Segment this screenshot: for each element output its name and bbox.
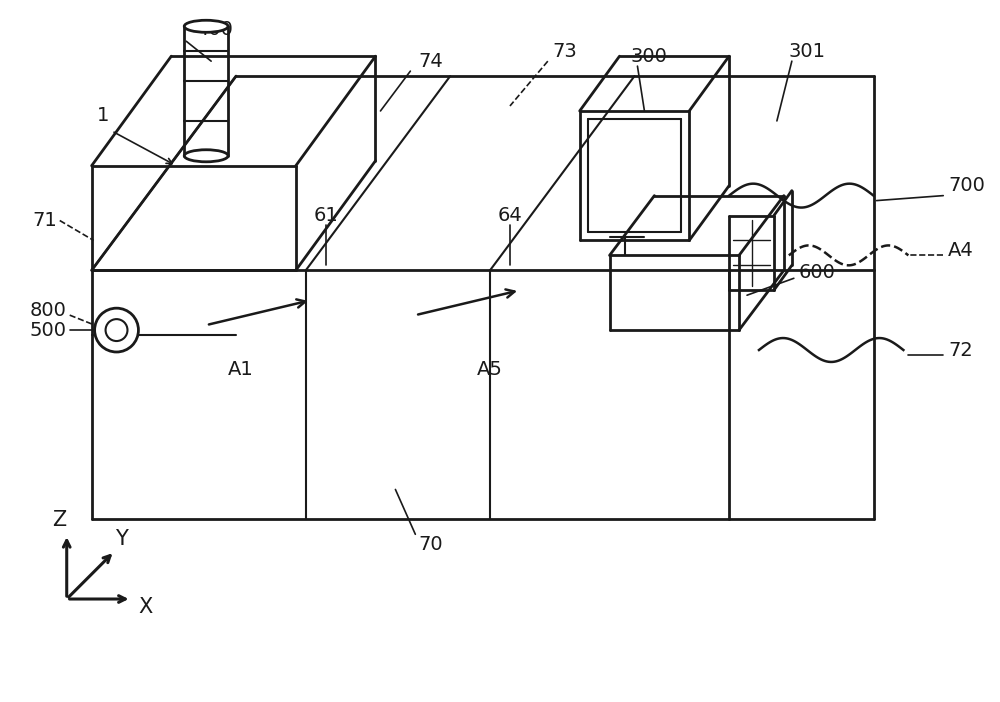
Text: 74: 74 <box>418 52 443 71</box>
Ellipse shape <box>184 20 228 32</box>
Circle shape <box>106 319 127 341</box>
Text: 73: 73 <box>552 41 577 60</box>
Text: 71: 71 <box>32 211 57 230</box>
Text: Y: Y <box>115 529 128 549</box>
Text: 72: 72 <box>948 340 973 359</box>
Text: 400: 400 <box>196 20 233 39</box>
Text: 61: 61 <box>313 206 338 225</box>
Text: 1: 1 <box>97 107 109 126</box>
Text: A5: A5 <box>477 360 503 379</box>
Text: 700: 700 <box>948 176 985 195</box>
Text: 600: 600 <box>799 263 836 282</box>
Text: 800: 800 <box>30 300 67 319</box>
Text: 70: 70 <box>418 535 443 554</box>
Text: Z: Z <box>52 510 66 530</box>
Ellipse shape <box>184 150 228 161</box>
Text: 301: 301 <box>788 41 825 60</box>
Text: X: X <box>138 597 153 617</box>
Text: A4: A4 <box>948 241 974 260</box>
Text: 64: 64 <box>498 206 522 225</box>
Text: 300: 300 <box>631 46 668 66</box>
Text: A1: A1 <box>228 360 254 379</box>
Circle shape <box>95 308 138 352</box>
Text: 500: 500 <box>30 321 67 340</box>
